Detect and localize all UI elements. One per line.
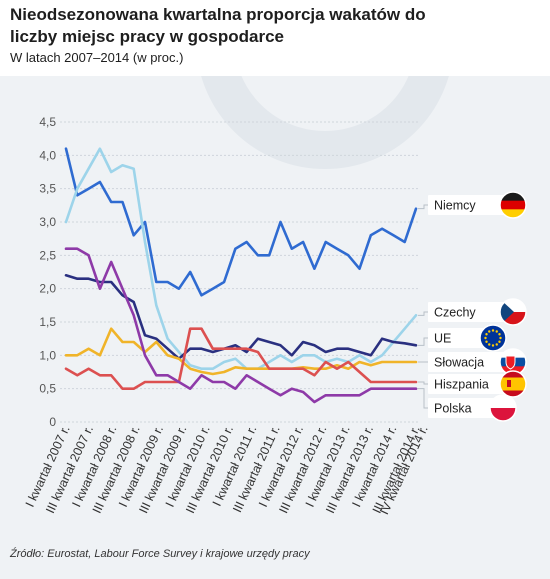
legend-box [428, 195, 510, 215]
legend-box [428, 352, 510, 372]
y-tick-label: 1,5 [39, 315, 56, 329]
legend-label: UE [434, 332, 451, 346]
y-tick-label: 2,0 [39, 282, 56, 296]
legend-connector [418, 337, 428, 346]
legend-item-sk: Słowacja [418, 348, 527, 376]
legend-connector [418, 388, 428, 409]
legend-connector [418, 311, 428, 316]
y-tick-label: 3,5 [39, 182, 56, 196]
legend-connector [418, 204, 428, 210]
y-tick-label: 0,5 [39, 382, 56, 396]
legend-connector [418, 381, 428, 385]
series-line-cz [64, 147, 418, 370]
legend-item-cz: Czechy [418, 298, 527, 326]
chart-subtitle: W latach 2007–2014 (w proc.) [10, 50, 184, 65]
chart-source: Źródło: Eurostat, Labour Force Survey i … [10, 548, 310, 560]
legend-item-es: Hiszpania [418, 370, 527, 398]
legend-label: Czechy [434, 306, 476, 320]
legend-box [428, 374, 510, 394]
y-tick-label: 4,5 [39, 115, 56, 129]
series-line-de [64, 147, 418, 297]
legend-item-pl: Polska [418, 388, 517, 422]
series-line-eu [64, 274, 418, 360]
series-line-pl [64, 247, 418, 404]
y-tick-label: 1,0 [39, 348, 56, 362]
series-line-es [64, 327, 418, 390]
y-axis: 0 0,5 1,0 1,5 2,0 2,5 3,0 3,5 4,0 4,5 [39, 115, 56, 429]
chart-grid [60, 121, 420, 423]
legend-item-de: Niemcy [418, 191, 527, 219]
legend-box [428, 302, 510, 322]
legend-label: Niemcy [434, 199, 476, 213]
legend-box [428, 328, 490, 348]
legend-label: Hiszpania [434, 378, 489, 392]
legend-box [428, 398, 500, 418]
legend-item-eu: UE [418, 324, 507, 352]
y-tick-label: 4,0 [39, 148, 56, 162]
legend-label: Polska [434, 402, 472, 416]
x-axis: I kwartał 2007 r.III kwartał 2007 r.I kw… [23, 423, 431, 516]
flag-de-icon [500, 192, 526, 218]
y-tick-label: 3,0 [39, 215, 56, 229]
y-tick-label: 0 [49, 415, 56, 429]
flag-pl-icon [490, 395, 516, 421]
flag-cz-icon [500, 299, 526, 325]
chart-legend: Niemcy Czechy UE Słowacja Hiszpania Polska [418, 191, 527, 422]
chart-header: Nieodsezonowana kwartalna proporcja waka… [0, 0, 550, 76]
legend-label: Słowacja [434, 356, 484, 370]
chart-title: Nieodsezonowana kwartalna proporcja waka… [10, 5, 426, 46]
series-line-sk [64, 327, 418, 376]
plot-background [0, 76, 550, 579]
y-tick-label: 2,5 [39, 248, 56, 262]
chart-series [64, 147, 418, 404]
